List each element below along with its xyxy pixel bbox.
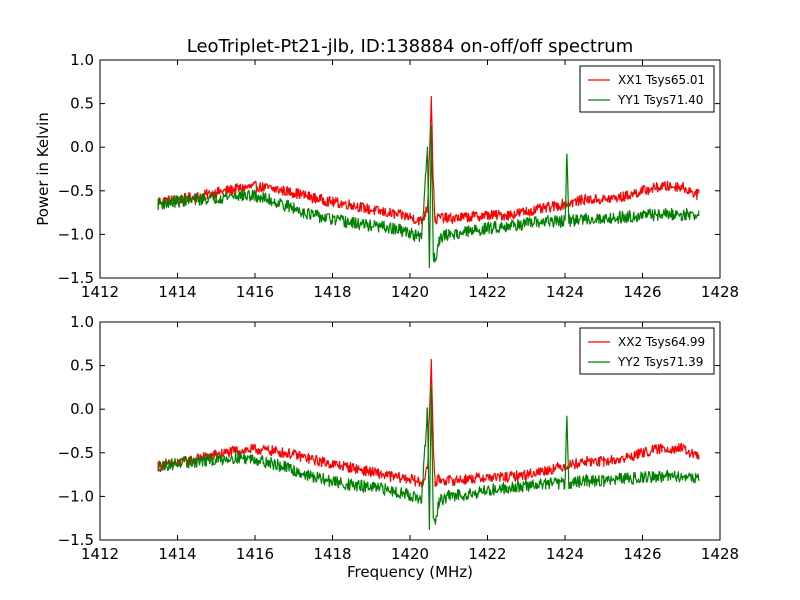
top-panel: 1412 1414 1416 1418 1420 1422 1424 1426 1428 −1.5…	[58, 51, 740, 301]
series-line-xx2	[157, 358, 700, 488]
x-tick-label: 1418	[313, 283, 351, 301]
x-tick-label: 1424	[546, 545, 584, 563]
legend-label: YY1 Tsys71.40	[617, 93, 703, 107]
x-tick-label: 1416	[236, 545, 274, 563]
y-tick-label: −1.5	[58, 531, 94, 549]
x-tick-label: 1422	[468, 545, 506, 563]
bottom-panel: 1412 1414 1416 1418 1420 1422 1424 1426 1428 −1.5…	[58, 313, 740, 563]
x-tick-label: 1414	[158, 545, 196, 563]
x-tick-label: 1428	[701, 283, 739, 301]
y-axis-label: Power in Kelvin	[34, 112, 52, 226]
x-tick-label: 1422	[468, 283, 506, 301]
series-line-yy1	[157, 124, 700, 269]
x-axis-label: Frequency (MHz)	[347, 563, 473, 581]
y-tick-label: 0.5	[70, 95, 94, 113]
x-tick-label: 1412	[81, 545, 119, 563]
x-tick-label: 1420	[391, 545, 429, 563]
y-tick-label: 0.0	[70, 400, 94, 418]
y-tick-label: 1.0	[70, 51, 94, 69]
y-tick-label: 0.5	[70, 357, 94, 375]
legend-label: YY2 Tsys71.39	[617, 355, 703, 369]
series-group	[157, 96, 700, 269]
y-tick-label: −1.5	[58, 269, 94, 287]
y-tick-label: −1.0	[58, 487, 94, 505]
y-tick-label: −1.0	[58, 225, 94, 243]
x-tick-label: 1428	[701, 545, 739, 563]
x-tick-label: 1426	[623, 545, 661, 563]
y-tick-label: 1.0	[70, 313, 94, 331]
x-tick-label: 1424	[546, 283, 584, 301]
legend-label: XX1 Tsys65.01	[618, 73, 705, 87]
series-line-xx1	[157, 96, 700, 226]
x-tick-label: 1414	[158, 283, 196, 301]
x-tick-label: 1426	[623, 283, 661, 301]
x-tick-label: 1420	[391, 283, 429, 301]
x-tick-label: 1412	[81, 283, 119, 301]
legend-label: XX2 Tsys64.99	[618, 335, 705, 349]
chart-title: LeoTriplet-Pt21-jlb, ID:138884 on-off/of…	[187, 36, 634, 57]
series-group	[157, 358, 700, 531]
legend: XX2 Tsys64.99 YY2 Tsys71.39	[579, 327, 715, 375]
y-tick-label: 0.0	[70, 138, 94, 156]
x-tick-label: 1418	[313, 545, 351, 563]
legend: XX1 Tsys65.01 YY1 Tsys71.40	[579, 65, 715, 113]
series-line-yy2	[157, 386, 700, 531]
legend-box	[579, 65, 715, 113]
x-tick-label: 1416	[236, 283, 274, 301]
legend-box	[579, 327, 715, 375]
y-tick-label: −0.5	[58, 182, 94, 200]
y-tick-label: −0.5	[58, 444, 94, 462]
